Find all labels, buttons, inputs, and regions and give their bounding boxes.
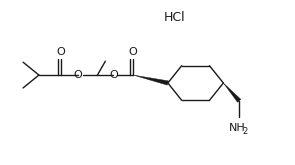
Text: O: O — [109, 70, 118, 80]
Polygon shape — [223, 83, 241, 102]
Polygon shape — [133, 75, 168, 85]
Text: NH: NH — [229, 123, 246, 133]
Text: HCl: HCl — [164, 11, 186, 24]
Text: O: O — [73, 70, 82, 80]
Text: 2: 2 — [242, 127, 248, 136]
Text: O: O — [129, 47, 137, 57]
Text: O: O — [56, 47, 65, 57]
